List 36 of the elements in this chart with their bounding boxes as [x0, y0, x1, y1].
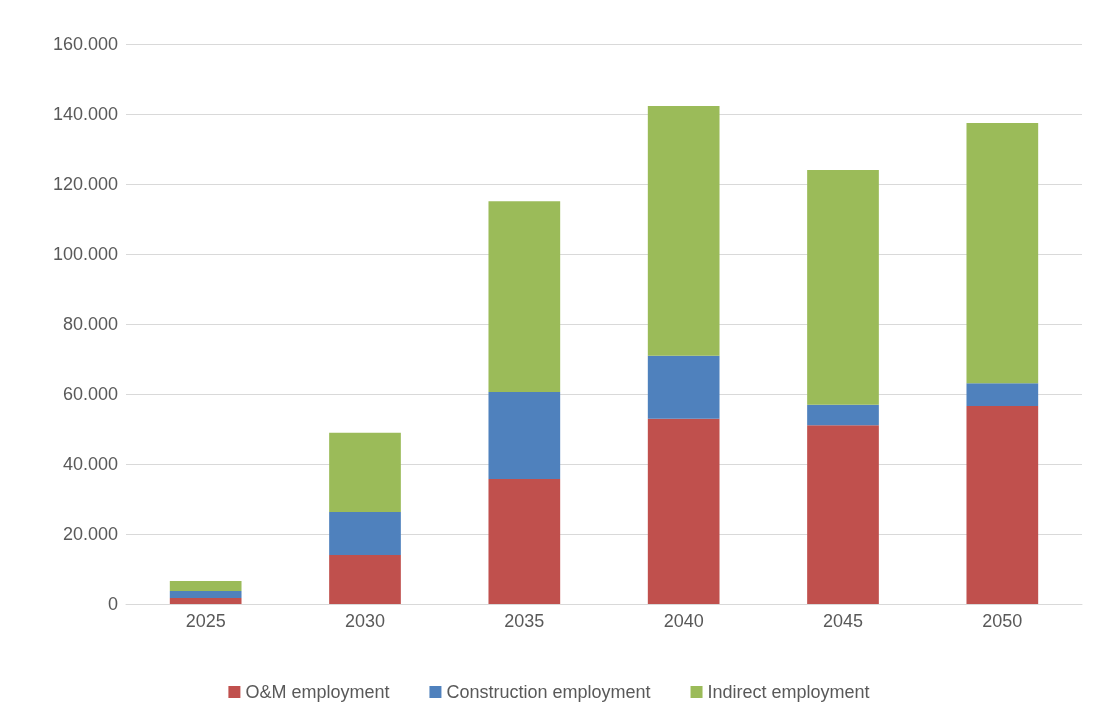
y-tick-label: 80.000 [62, 314, 118, 334]
bar [169, 580, 242, 592]
x-tick-label: 2025 [185, 611, 226, 631]
bar [647, 418, 720, 604]
y-tick-label: 20.000 [62, 524, 118, 544]
y-tick-label: 120.000 [52, 174, 118, 194]
bar [807, 170, 879, 405]
legend-label: O&M employment [245, 682, 390, 702]
bar [169, 598, 242, 604]
bar [807, 404, 879, 426]
bar [329, 432, 401, 512]
bar [966, 405, 1039, 604]
x-tick-label: 2035 [504, 611, 545, 631]
y-tick-label: 0 [107, 594, 118, 614]
y-tick-label: 140.000 [52, 104, 118, 124]
bar [488, 479, 561, 604]
bar [807, 425, 879, 604]
bar [329, 511, 401, 555]
legend-label: Indirect employment [707, 682, 870, 702]
y-tick-label: 40.000 [62, 454, 118, 474]
bar [966, 383, 1039, 406]
y-tick-label: 160.000 [52, 34, 118, 54]
bar [647, 355, 720, 419]
legend-label: Construction employment [446, 682, 651, 702]
x-tick-label: 2040 [663, 611, 704, 631]
y-tick-label: 60.000 [62, 384, 118, 404]
x-tick-label: 2045 [822, 611, 864, 631]
y-tick-label: 100.000 [52, 244, 118, 264]
x-tick-label: 2030 [344, 611, 386, 631]
bar [488, 201, 561, 392]
bar [169, 591, 242, 599]
x-tick-label: 2050 [982, 611, 1023, 631]
bar [488, 391, 561, 480]
bar [329, 555, 401, 604]
bar [647, 105, 720, 356]
bar [966, 123, 1039, 384]
